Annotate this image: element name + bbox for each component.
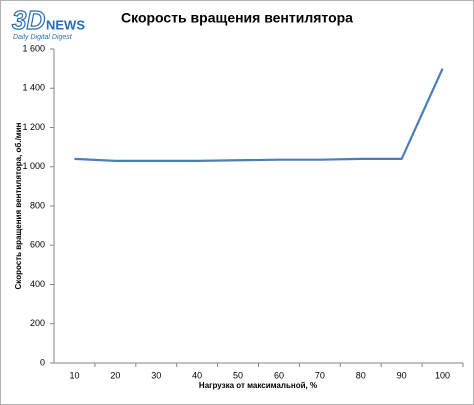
logo-tagline: Daily Digital Digest — [13, 34, 73, 41]
x-tick-label: 80 — [356, 370, 366, 380]
y-tick-label: 600 — [30, 240, 45, 250]
y-tick-label: 1 000 — [22, 161, 45, 171]
y-tick-label: 1 200 — [22, 122, 45, 132]
logo-name: NEWS — [46, 17, 85, 32]
y-tick-label: 1 400 — [22, 83, 45, 93]
y-axis-label: Скорость вращения вентилятора, об./мин — [14, 122, 23, 289]
x-tick-label: 90 — [397, 370, 407, 380]
logo-brand: 3D — [12, 5, 45, 35]
y-tick-label: 200 — [30, 318, 45, 328]
x-tick-label: 40 — [192, 370, 202, 380]
y-tick-label: 1 600 — [22, 43, 45, 53]
x-tick-label: 60 — [274, 370, 284, 380]
x-tick-label: 50 — [233, 370, 243, 380]
chart-title: Скорость вращения вентилятора — [121, 10, 353, 26]
x-tick-label: 70 — [315, 370, 325, 380]
x-axis-label: Нагрузка от максимальной, % — [199, 381, 317, 390]
x-tick-label: 20 — [110, 370, 120, 380]
x-tick-label: 10 — [69, 370, 79, 380]
y-tick-label: 800 — [30, 200, 45, 210]
x-tick-label: 30 — [151, 370, 161, 380]
y-tick-label: 400 — [30, 279, 45, 289]
x-tick-label: 100 — [435, 370, 450, 380]
line-series — [74, 68, 444, 162]
y-tick-label: 0 — [40, 357, 45, 367]
